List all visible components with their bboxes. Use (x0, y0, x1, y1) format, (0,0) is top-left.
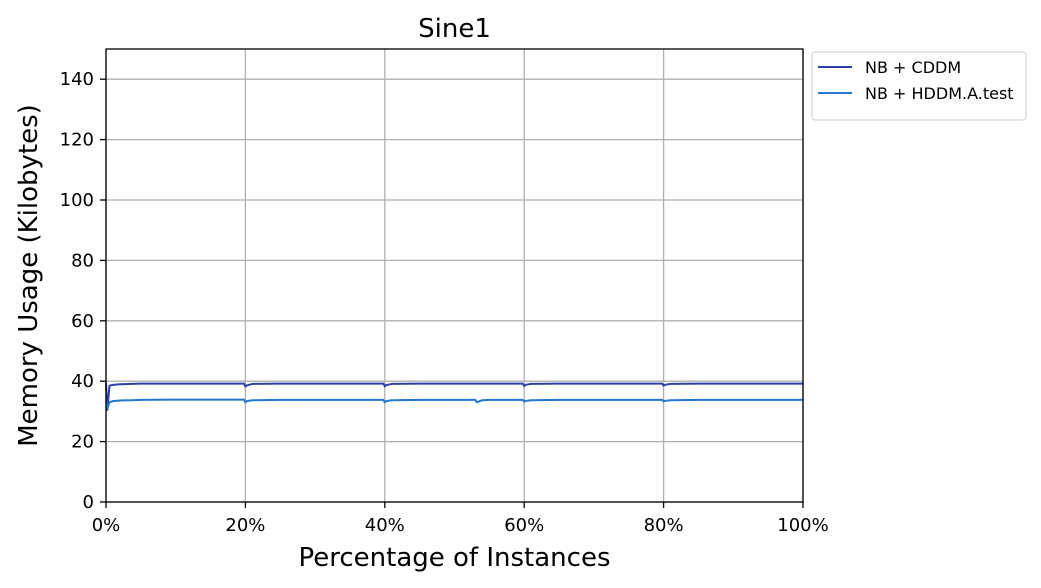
y-tick-label: 40 (71, 371, 94, 392)
y-tick-label: 80 (71, 250, 94, 271)
y-tick-label: 60 (71, 311, 94, 332)
series-line-2 (105, 398, 803, 410)
y-tick-label: 140 (60, 69, 94, 90)
y-tick-label: 0 (83, 492, 94, 513)
y-axis-title: Memory Usage (Kilobytes) (14, 104, 44, 447)
x-tick-label: 40% (365, 515, 405, 536)
legend-box (811, 51, 1027, 121)
ticks (100, 78, 804, 508)
series-line-1 (105, 382, 803, 411)
x-tick-label: 20% (225, 515, 265, 536)
y-tick-label: 120 (60, 130, 94, 151)
x-tick-label: 100% (777, 515, 828, 536)
x-axis-title: Percentage of Instances (299, 543, 611, 573)
y-tick-label: 100 (60, 190, 94, 211)
y-tick-label: 20 (71, 432, 94, 453)
series-lines (105, 382, 803, 411)
tick-labels: 0% 20% 40% 60% 80% 100% 0 20 40 60 80 100 120 140 (60, 69, 829, 536)
chart-title: Sine1 (418, 14, 491, 44)
legend: NB + CDDM NB + HDDM.A.test (811, 51, 1027, 121)
grid (105, 49, 804, 503)
legend-label-2: NB + HDDM.A.test (865, 84, 1014, 103)
legend-label-1: NB + CDDM (865, 58, 961, 77)
x-tick-label: 80% (644, 515, 684, 536)
x-tick-label: 0% (92, 515, 121, 536)
x-tick-label: 60% (504, 515, 544, 536)
plot-frame (105, 48, 804, 503)
